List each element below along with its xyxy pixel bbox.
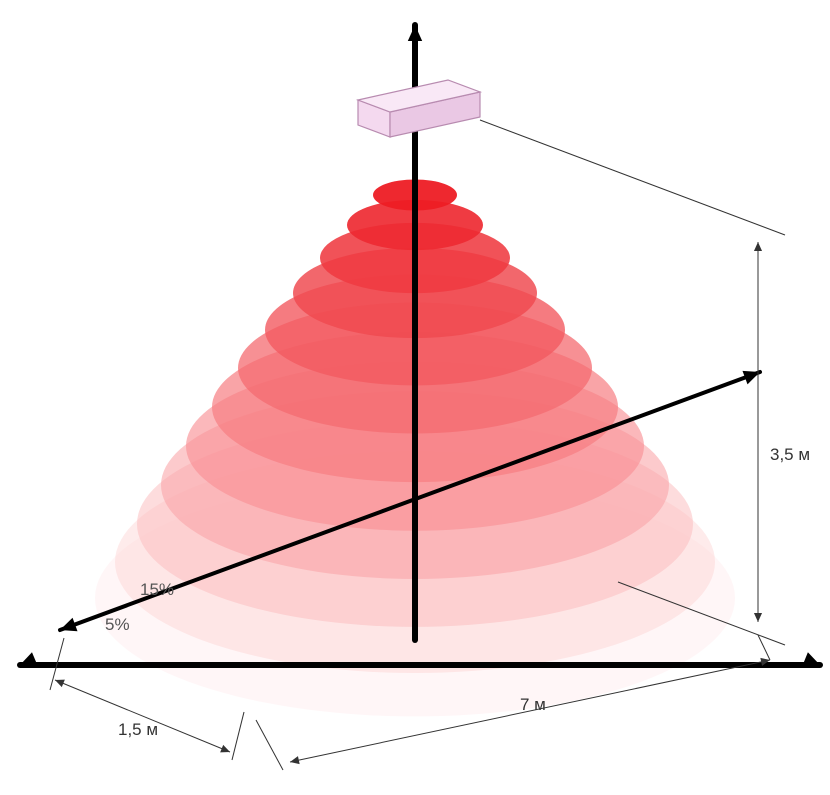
arrowhead (754, 242, 762, 251)
percent-inner-label: 15% (140, 580, 174, 599)
arrowhead (754, 613, 762, 622)
dim-width-label: 1,5 м (118, 720, 158, 739)
ext-line (232, 712, 244, 760)
arrowhead (290, 756, 300, 764)
percent-outer-label: 5% (105, 615, 130, 634)
arrowhead (60, 618, 78, 632)
ext-line (256, 720, 283, 770)
arrowhead (20, 652, 38, 665)
ext-line (480, 120, 785, 235)
heat-cone-diagram: 3,5 м 7 м 1,5 м 15% 5% (0, 0, 830, 795)
dim-length-label: 7 м (520, 695, 546, 714)
arrowhead (802, 652, 820, 665)
dimension-line (55, 680, 230, 752)
arrowhead (742, 371, 760, 385)
dim-height-label: 3,5 м (770, 445, 810, 464)
arrowhead (408, 25, 422, 41)
